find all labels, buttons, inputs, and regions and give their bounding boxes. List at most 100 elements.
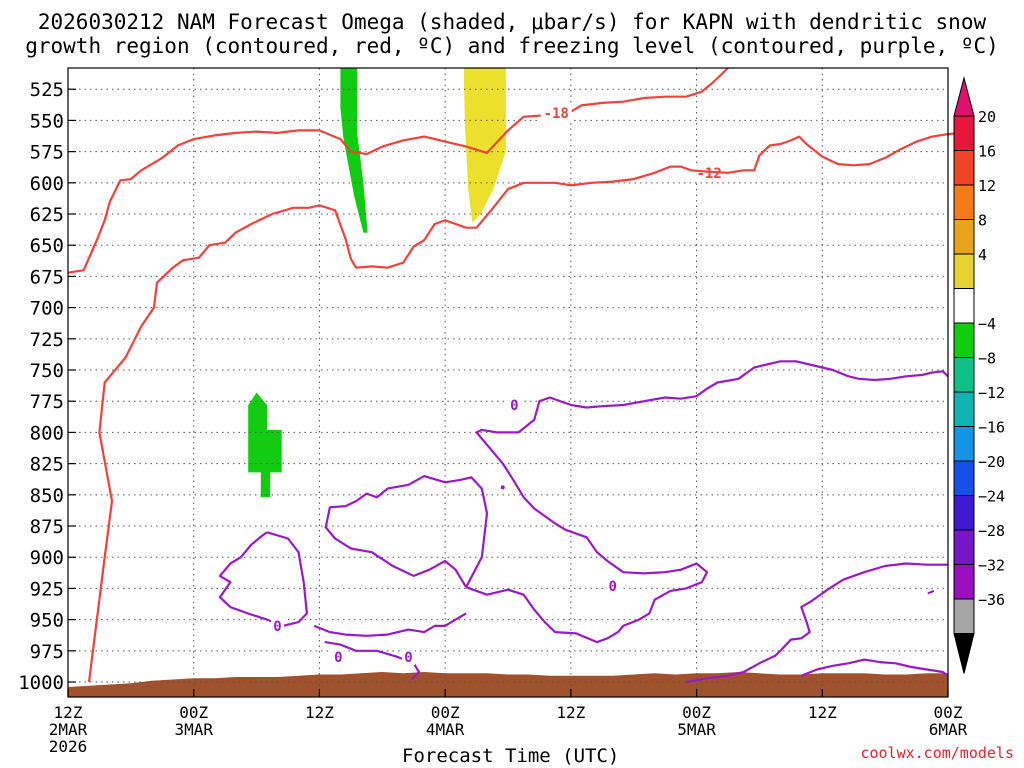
dendritic-contour-line-1 <box>67 67 729 274</box>
freezing-contour-label-bg <box>606 577 620 594</box>
y-tick-label: 700 <box>30 298 64 320</box>
x-tick-label: 12Z <box>54 703 83 722</box>
colorbar-swatch-11 <box>953 460 975 496</box>
colorbar-swatch-7 <box>953 322 975 358</box>
colorbar-label: 8 <box>978 212 987 230</box>
colorbar-label: −32 <box>978 557 1005 575</box>
y-tick-label: 650 <box>30 235 64 257</box>
freezing-contour-label: 0 <box>404 650 412 666</box>
omega-region-3 <box>248 392 282 498</box>
terrain-fill <box>68 672 948 697</box>
x-tick-label: 12Z <box>808 703 837 722</box>
colorbar-swatch-4 <box>953 219 975 255</box>
freezing-contour-line-7 <box>800 658 949 677</box>
x-tick-label: 4MAR <box>426 720 465 739</box>
colorbar-swatch-6 <box>953 288 975 324</box>
colorbar-swatch-15 <box>953 598 975 634</box>
y-tick-label: 1000 <box>18 672 64 694</box>
x-tick-label: 12Z <box>556 703 585 722</box>
x-tick-label: 12Z <box>305 703 334 722</box>
gridlines <box>68 68 948 697</box>
y-tick-label: 925 <box>30 578 64 600</box>
freezing-contour-label-bg <box>507 396 521 413</box>
freezing-contour-line-5 <box>465 360 949 644</box>
credit-text: coolwx.com/models <box>860 744 1014 762</box>
colorbar-top-arrow <box>953 76 975 117</box>
freezing-contour-line-3 <box>313 612 467 637</box>
freezing-contours: 0 0 0 0 0 <box>218 360 949 684</box>
terrain-layer <box>68 672 948 697</box>
y-tick-label: 600 <box>30 173 64 195</box>
plot-frame <box>67 67 949 698</box>
x-tick-label: 00Z <box>682 703 711 722</box>
y-axis: 525 550 575 600 625 650 675 700 725 750 775 800 825 8… <box>18 79 76 694</box>
colorbar-swatch-3 <box>953 184 975 220</box>
colorbar-label: −28 <box>978 522 1005 540</box>
y-tick-label: 525 <box>30 79 64 101</box>
colorbar-label: 4 <box>978 246 987 264</box>
freezing-contour-label-bg <box>271 617 285 634</box>
chart-title-line-1: 2026030212 NAM Forecast Omega (shaded, μ… <box>37 10 987 34</box>
colorbar-label: 16 <box>978 143 996 161</box>
freezing-contour-label-bg <box>401 649 415 666</box>
colorbar-label: −4 <box>978 315 996 333</box>
colorbar-bottom-arrow <box>953 633 975 674</box>
x-tick-label: 3MAR <box>174 720 213 739</box>
colorbar-label: −16 <box>978 419 1005 437</box>
colorbar-swatch-10 <box>953 426 975 462</box>
dendritic-contours: -12 -18 <box>67 67 975 683</box>
chart-title-line-2: growth region (contoured, red, ºC) and f… <box>25 34 999 58</box>
x-tick-label: 5MAR <box>677 720 716 739</box>
y-tick-label: 875 <box>30 516 64 538</box>
freezing-contour-label-bg <box>331 649 345 666</box>
freezing-contour-line-6 <box>685 562 948 684</box>
freezing-contour-line-2 <box>218 531 308 628</box>
dendritic-contour-label: -18 <box>544 106 569 122</box>
colorbar-swatch-5 <box>953 253 975 289</box>
omega-shading-layer <box>248 68 506 498</box>
x-tick-label: 2MAR <box>49 720 88 739</box>
y-tick-label: 950 <box>30 610 64 632</box>
colorbar-label: −12 <box>978 384 1005 402</box>
x-tick-label: 6MAR <box>929 720 968 739</box>
freezing-contour-line-1 <box>324 475 489 588</box>
y-tick-label: 775 <box>30 391 64 413</box>
colorbar-swatch-12 <box>953 495 975 531</box>
freezing-contour-label: 0 <box>334 650 342 666</box>
y-tick-label: 750 <box>30 360 64 382</box>
freezing-contour-label: 0 <box>609 579 617 595</box>
colorbar-swatch-8 <box>953 357 975 393</box>
colorbar-swatch-2 <box>953 150 975 186</box>
y-tick-label: 975 <box>30 641 64 663</box>
dendritic-contour-label: -12 <box>696 166 721 182</box>
y-tick-label: 575 <box>30 142 64 164</box>
colorbar-label: 20 <box>978 108 996 126</box>
colorbar-label: −20 <box>978 453 1005 471</box>
y-tick-label: 800 <box>30 422 64 444</box>
dendritic-contour-label-bg <box>540 104 572 121</box>
colorbar: 20 16 12 8 4 −4 −8 −12 −16 −20 −24 −28 −32 −36 <box>953 76 1005 674</box>
freezing-contour-label: 0 <box>273 619 281 635</box>
y-tick-label: 825 <box>30 454 64 476</box>
y-tick-label: 900 <box>30 547 64 569</box>
x-tick-label: 2026 <box>49 737 88 756</box>
x-tick-label: 00Z <box>179 703 208 722</box>
freezing-contour-label: 0 <box>510 398 518 414</box>
x-axis-title: Forecast Time (UTC) <box>402 745 620 767</box>
colorbar-swatch-14 <box>953 564 975 600</box>
dendritic-contour-line-2 <box>87 128 975 683</box>
x-tick-label: 00Z <box>934 703 963 722</box>
omega-region-1 <box>340 68 368 233</box>
y-tick-label: 725 <box>30 329 64 351</box>
y-tick-label: 550 <box>30 110 64 132</box>
y-tick-label: 675 <box>30 266 64 288</box>
colorbar-label: −8 <box>978 350 996 368</box>
freezing-contour-line-4 <box>324 641 421 681</box>
colorbar-label: −24 <box>978 488 1005 506</box>
x-tick-label: 00Z <box>431 703 460 722</box>
colorbar-label: 12 <box>978 177 996 195</box>
omega-region-2 <box>464 68 506 223</box>
colorbar-swatch-1 <box>953 115 975 151</box>
